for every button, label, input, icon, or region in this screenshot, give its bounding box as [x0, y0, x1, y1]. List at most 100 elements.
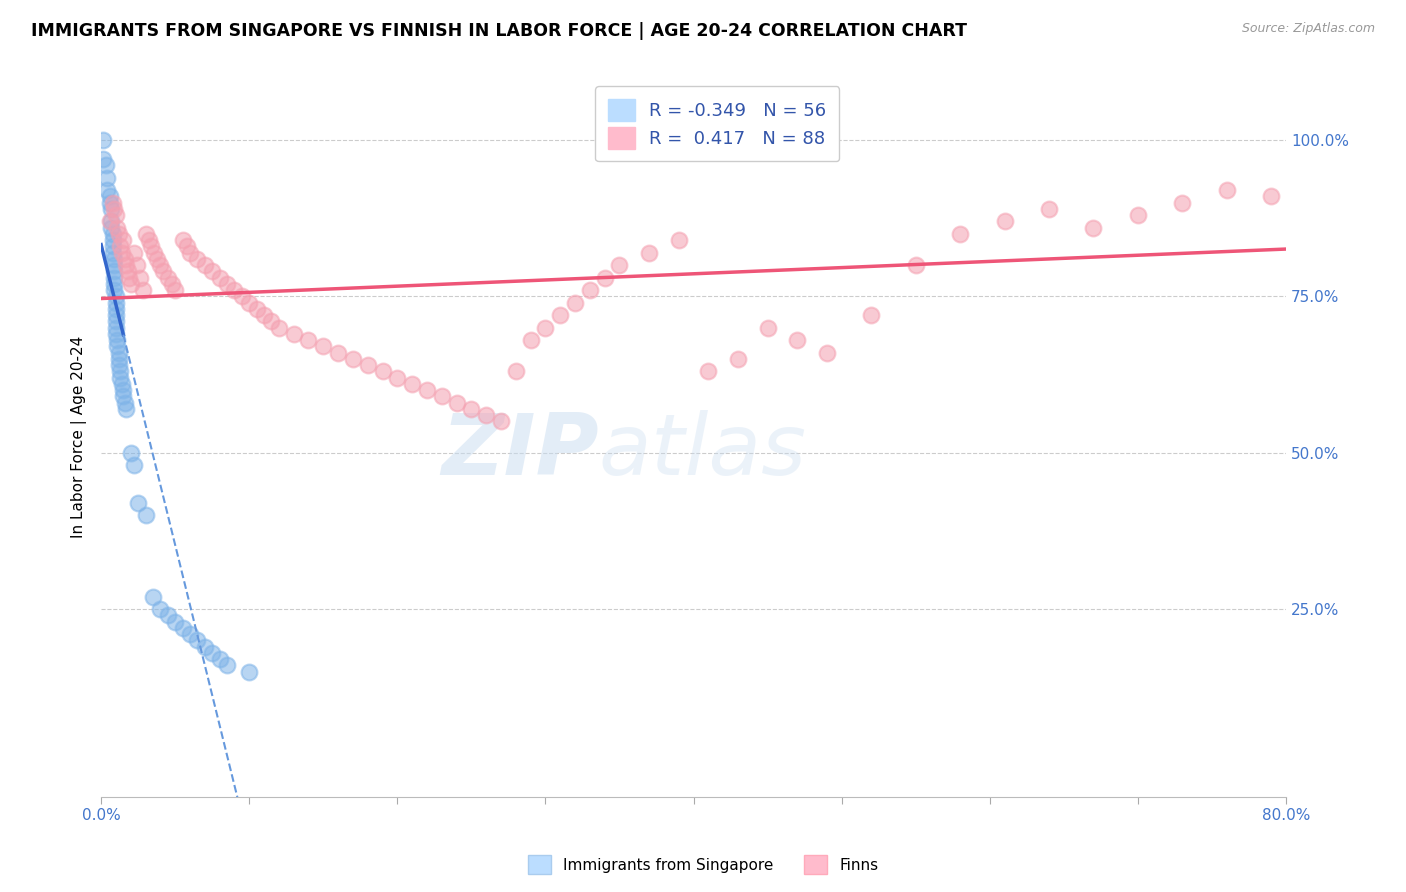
- Point: [104, 326, 127, 341]
- Point: [108, 351, 131, 366]
- Point: [138, 233, 160, 247]
- Point: [172, 621, 194, 635]
- Point: [127, 496, 149, 510]
- Point: [179, 245, 201, 260]
- Point: [118, 270, 141, 285]
- Point: [101, 239, 124, 253]
- Point: [993, 214, 1015, 228]
- Point: [697, 364, 720, 378]
- Point: [111, 245, 134, 260]
- Point: [727, 351, 749, 366]
- Point: [208, 652, 231, 666]
- Point: [1378, 208, 1400, 222]
- Legend: R = -0.349   N = 56, R =  0.417   N = 88: R = -0.349 N = 56, R = 0.417 N = 88: [595, 87, 839, 161]
- Point: [104, 308, 127, 322]
- Point: [103, 283, 125, 297]
- Point: [446, 395, 468, 409]
- Point: [283, 326, 305, 341]
- Point: [107, 333, 129, 347]
- Point: [756, 320, 779, 334]
- Point: [122, 245, 145, 260]
- Point: [215, 277, 238, 291]
- Point: [135, 508, 157, 523]
- Point: [101, 245, 124, 260]
- Point: [141, 239, 163, 253]
- Point: [103, 270, 125, 285]
- Point: [104, 289, 127, 303]
- Point: [104, 314, 127, 328]
- Point: [91, 152, 114, 166]
- Point: [94, 158, 117, 172]
- Point: [860, 308, 883, 322]
- Point: [172, 233, 194, 247]
- Point: [460, 401, 482, 416]
- Point: [186, 252, 208, 266]
- Point: [142, 590, 165, 604]
- Point: [100, 220, 122, 235]
- Point: [104, 208, 127, 222]
- Point: [579, 283, 602, 297]
- Point: [786, 333, 808, 347]
- Point: [107, 339, 129, 353]
- Point: [534, 320, 557, 334]
- Point: [165, 615, 187, 629]
- Point: [108, 227, 131, 241]
- Point: [115, 401, 138, 416]
- Point: [231, 289, 253, 303]
- Point: [179, 627, 201, 641]
- Point: [267, 320, 290, 334]
- Point: [110, 370, 132, 384]
- Point: [194, 258, 217, 272]
- Y-axis label: In Labor Force | Age 20-24: In Labor Force | Age 20-24: [72, 336, 87, 538]
- Point: [1305, 164, 1327, 178]
- Point: [111, 376, 134, 391]
- Point: [416, 383, 439, 397]
- Point: [143, 245, 166, 260]
- Point: [1083, 220, 1105, 235]
- Point: [519, 333, 541, 347]
- Point: [668, 233, 690, 247]
- Point: [489, 414, 512, 428]
- Point: [120, 446, 142, 460]
- Point: [103, 277, 125, 291]
- Point: [1260, 189, 1282, 203]
- Point: [326, 345, 349, 359]
- Point: [312, 339, 335, 353]
- Point: [224, 283, 246, 297]
- Point: [101, 195, 124, 210]
- Point: [297, 333, 319, 347]
- Point: [117, 264, 139, 278]
- Point: [98, 195, 121, 210]
- Text: Source: ZipAtlas.com: Source: ZipAtlas.com: [1241, 22, 1375, 36]
- Point: [96, 170, 118, 185]
- Point: [430, 389, 453, 403]
- Point: [91, 133, 114, 147]
- Point: [146, 252, 169, 266]
- Point: [609, 258, 631, 272]
- Point: [156, 608, 179, 623]
- Point: [186, 633, 208, 648]
- Text: ZIP: ZIP: [441, 410, 599, 493]
- Point: [904, 258, 927, 272]
- Point: [371, 364, 394, 378]
- Point: [475, 408, 498, 422]
- Point: [96, 183, 118, 197]
- Point: [112, 383, 135, 397]
- Point: [125, 258, 148, 272]
- Point: [114, 252, 136, 266]
- Point: [98, 189, 121, 203]
- Point: [1038, 202, 1060, 216]
- Point: [238, 665, 260, 679]
- Point: [815, 345, 838, 359]
- Point: [112, 233, 135, 247]
- Point: [564, 295, 586, 310]
- Point: [176, 239, 198, 253]
- Point: [387, 370, 409, 384]
- Point: [103, 264, 125, 278]
- Point: [505, 364, 527, 378]
- Point: [201, 264, 224, 278]
- Point: [122, 458, 145, 473]
- Point: [194, 640, 217, 654]
- Point: [156, 270, 179, 285]
- Point: [104, 301, 127, 316]
